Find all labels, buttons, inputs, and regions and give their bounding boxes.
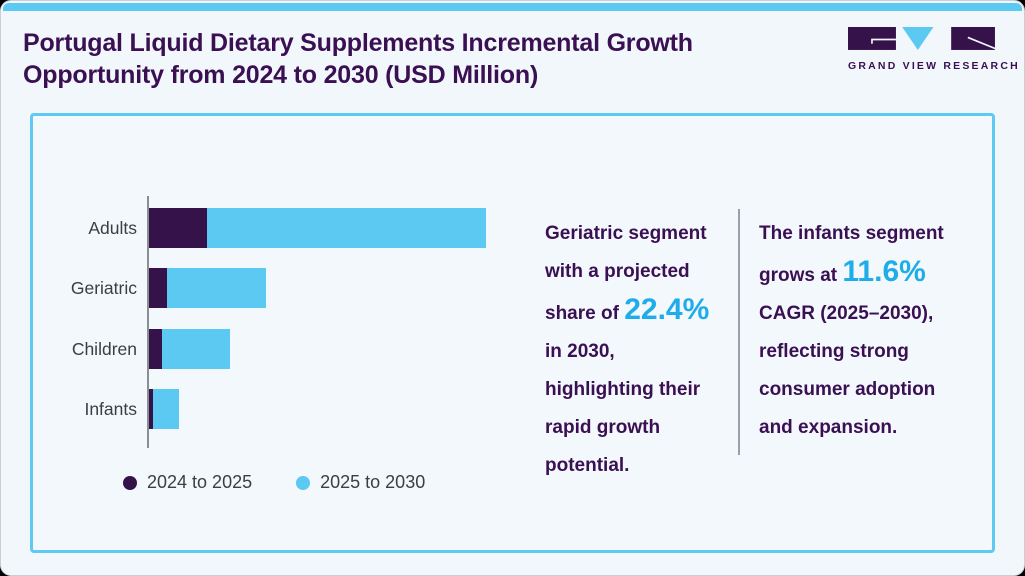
- bar-segment-2025-to-2030: [153, 389, 179, 429]
- bar-row: [149, 329, 230, 369]
- legend-item: 2025 to 2030: [296, 472, 425, 493]
- chart-axis: [147, 196, 149, 448]
- bar-segment-2024-to-2025: [149, 208, 207, 248]
- bar-row: [149, 268, 266, 308]
- legend-label: 2024 to 2025: [147, 472, 253, 492]
- bar-segment-2024-to-2025: [149, 329, 162, 369]
- geriatric-share-value: 22.4%: [624, 293, 710, 326]
- bar-row: [149, 208, 486, 248]
- logo-wordmark: GRAND VIEW RESEARCH: [848, 60, 1020, 72]
- chart-legend: 2024 to 2025 2025 to 2030: [123, 472, 425, 493]
- top-accent-bar: [3, 3, 1022, 11]
- grand-view-research-logo: GRAND VIEW RESEARCH: [848, 27, 1020, 72]
- gvr-logo-icon: [848, 27, 997, 50]
- annotation-text: The infants segment grows at: [759, 223, 944, 286]
- category-label: Adults: [88, 218, 137, 238]
- legend-label: 2025 to 2030: [320, 472, 426, 492]
- legend-dot-icon: [296, 475, 311, 490]
- annotation-text: CAGR (2025–2030), reflecting strong cons…: [759, 303, 936, 438]
- chart-panel: Adults Geriatric Children Infants 2024 to 2…: [30, 113, 995, 553]
- legend-item: 2024 to 2025: [123, 472, 252, 493]
- annotation-divider: [738, 209, 740, 455]
- page-title: Portugal Liquid Dietary Supplements Incr…: [23, 29, 693, 89]
- bar-segment-2024-to-2025: [149, 268, 167, 308]
- infants-cagr-value: 11.6%: [842, 255, 926, 288]
- category-label: Geriatric: [70, 278, 137, 298]
- annotation-geriatric: Geriatric segment with a projected share…: [545, 215, 720, 485]
- bar-segment-2025-to-2030: [207, 208, 486, 248]
- legend-dot-icon: [123, 475, 137, 490]
- annotation-text: in 2030, highlighting their rapid growth…: [545, 341, 701, 476]
- category-label: Children: [71, 339, 137, 359]
- bar-row: [149, 389, 179, 429]
- bar-segment-2024-to-2025: [149, 389, 153, 429]
- annotation-text: Geriatric segment with a projected share…: [545, 223, 707, 324]
- category-label: Infants: [84, 399, 137, 419]
- bar-segment-2025-to-2030: [167, 268, 266, 308]
- bar-segment-2025-to-2030: [162, 329, 230, 369]
- annotation-infants: The infants segment grows at 11.6% CAGR …: [759, 215, 959, 447]
